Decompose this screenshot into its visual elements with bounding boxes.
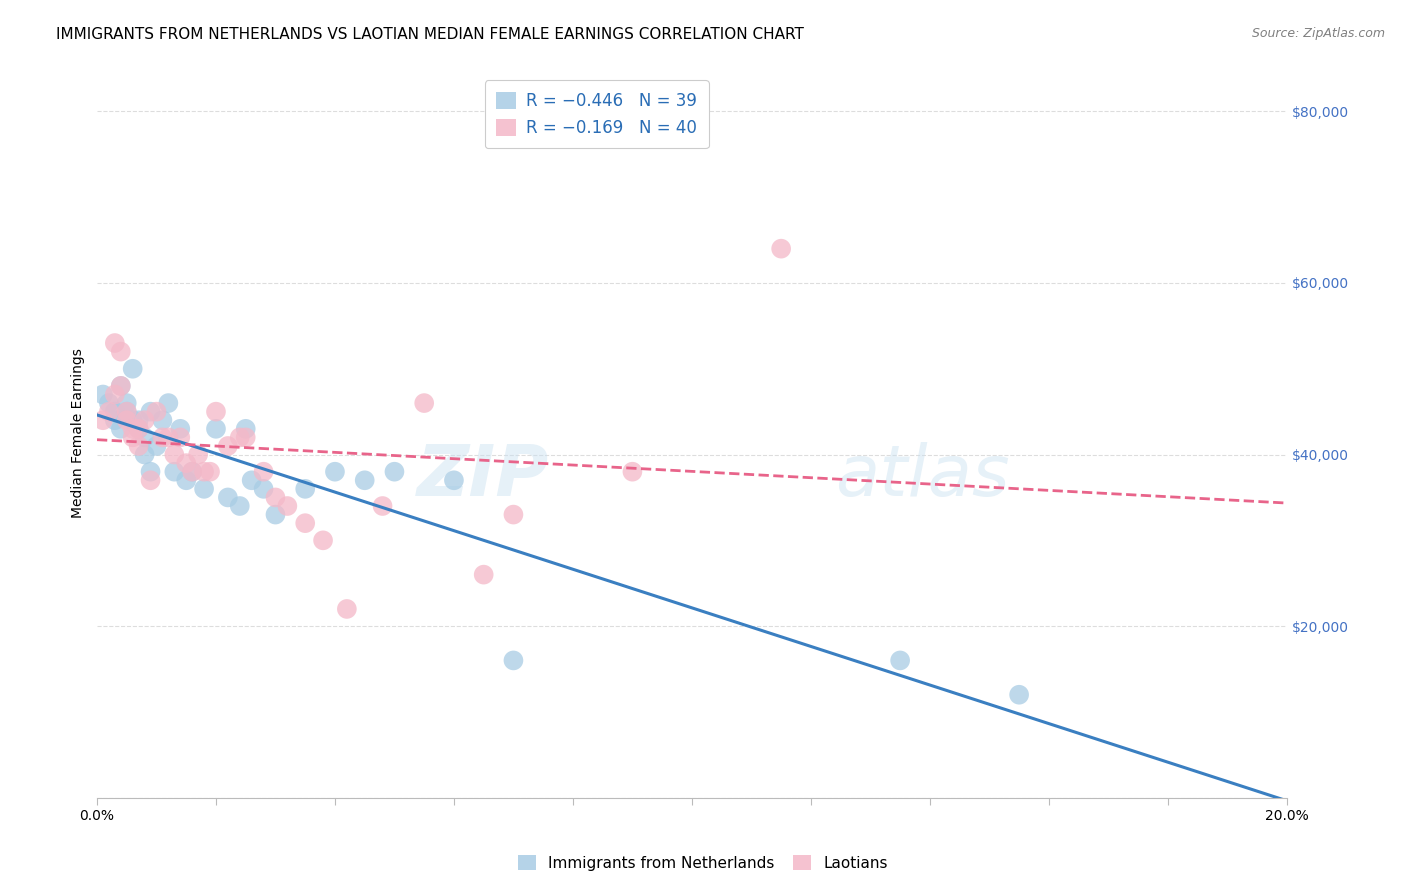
Point	[157, 396, 180, 410]
Point	[169, 422, 191, 436]
Point	[139, 404, 162, 418]
Point	[134, 430, 156, 444]
Point	[128, 413, 150, 427]
Point	[134, 448, 156, 462]
Point	[115, 404, 138, 418]
Point	[115, 396, 138, 410]
Point	[181, 465, 204, 479]
Point	[91, 387, 114, 401]
Point	[217, 439, 239, 453]
Point	[205, 422, 228, 436]
Point	[104, 404, 127, 418]
Point	[294, 482, 316, 496]
Point	[110, 422, 132, 436]
Point	[145, 439, 167, 453]
Point	[240, 473, 263, 487]
Point	[110, 344, 132, 359]
Point	[217, 491, 239, 505]
Point	[115, 413, 138, 427]
Point	[163, 448, 186, 462]
Point	[134, 413, 156, 427]
Point	[152, 413, 174, 427]
Point	[104, 387, 127, 401]
Point	[353, 473, 375, 487]
Text: ZIP: ZIP	[418, 442, 550, 511]
Point	[502, 508, 524, 522]
Point	[152, 430, 174, 444]
Point	[181, 465, 204, 479]
Point	[174, 456, 197, 470]
Point	[97, 404, 120, 418]
Point	[121, 430, 143, 444]
Point	[104, 413, 127, 427]
Point	[312, 533, 335, 548]
Point	[502, 653, 524, 667]
Text: atlas: atlas	[835, 442, 1010, 511]
Point	[139, 465, 162, 479]
Point	[472, 567, 495, 582]
Point	[174, 473, 197, 487]
Point	[193, 482, 215, 496]
Point	[229, 499, 252, 513]
Point	[621, 465, 644, 479]
Point	[229, 430, 252, 444]
Legend: R = −0.446   N = 39, R = −0.169   N = 40: R = −0.446 N = 39, R = −0.169 N = 40	[485, 80, 709, 148]
Point	[163, 465, 186, 479]
Point	[323, 465, 346, 479]
Point	[187, 448, 209, 462]
Point	[413, 396, 436, 410]
Point	[384, 465, 406, 479]
Point	[443, 473, 465, 487]
Point	[169, 430, 191, 444]
Legend: Immigrants from Netherlands, Laotians: Immigrants from Netherlands, Laotians	[509, 846, 897, 880]
Point	[889, 653, 911, 667]
Point	[198, 465, 221, 479]
Text: IMMIGRANTS FROM NETHERLANDS VS LAOTIAN MEDIAN FEMALE EARNINGS CORRELATION CHART: IMMIGRANTS FROM NETHERLANDS VS LAOTIAN M…	[56, 27, 804, 42]
Point	[193, 465, 215, 479]
Point	[110, 379, 132, 393]
Point	[139, 473, 162, 487]
Point	[128, 422, 150, 436]
Point	[121, 422, 143, 436]
Point	[121, 361, 143, 376]
Point	[115, 404, 138, 418]
Point	[264, 508, 287, 522]
Point	[97, 396, 120, 410]
Point	[252, 465, 274, 479]
Point	[91, 413, 114, 427]
Point	[371, 499, 394, 513]
Point	[121, 413, 143, 427]
Y-axis label: Median Female Earnings: Median Female Earnings	[72, 348, 86, 518]
Text: Source: ZipAtlas.com: Source: ZipAtlas.com	[1251, 27, 1385, 40]
Point	[294, 516, 316, 531]
Point	[770, 242, 793, 256]
Point	[128, 422, 150, 436]
Point	[252, 482, 274, 496]
Point	[110, 379, 132, 393]
Point	[276, 499, 298, 513]
Point	[104, 336, 127, 351]
Point	[264, 491, 287, 505]
Point	[205, 404, 228, 418]
Point	[145, 404, 167, 418]
Point	[336, 602, 359, 616]
Point	[157, 430, 180, 444]
Point	[1008, 688, 1031, 702]
Point	[128, 439, 150, 453]
Point	[235, 422, 257, 436]
Point	[235, 430, 257, 444]
